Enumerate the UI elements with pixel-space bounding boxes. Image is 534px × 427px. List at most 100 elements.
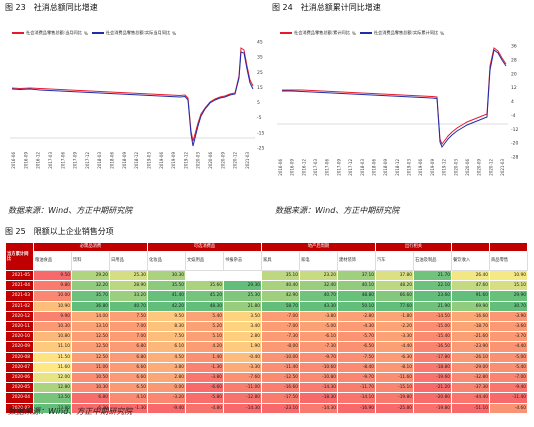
fig23-x-tick: 2021-03 — [245, 152, 250, 169]
table-cell: -9.70 — [299, 351, 338, 363]
fig24-x-tick: 2018-09 — [383, 159, 388, 176]
table-cell: 5.20 — [185, 321, 224, 333]
fig24-y-tick: -20 — [511, 141, 518, 147]
fig24-x-tick: 2020-06 — [465, 159, 470, 176]
row-date: 2020-09 — [5, 341, 34, 353]
table-cell: 45.20 — [185, 290, 224, 302]
table-cell: 6.80 — [109, 341, 148, 353]
fig23-x-tick: 2016-09 — [23, 152, 28, 169]
table-cell: -29.00 — [451, 361, 490, 374]
column-header: 文娱用品 — [185, 251, 224, 271]
table-cell: 48.80 — [337, 290, 376, 302]
table-cell: 35.70 — [71, 290, 110, 302]
table-cell: 22.10 — [413, 280, 452, 292]
fig23-y-tick: 15 — [257, 85, 263, 91]
fig24-x-tick: 2018-12 — [395, 159, 400, 176]
table-row: 2021-03 10.00 35.70 33.20 41.40 45.20 25.30 42.… — [5, 290, 528, 302]
table-cell: -14.30 — [299, 382, 338, 394]
table-cell: 11.00 — [71, 361, 110, 374]
table-cell: -6.60 — [185, 382, 224, 394]
fig25-title: 图 25 限额以上企业销售分项 — [5, 227, 114, 236]
row-date: 2020-06 — [5, 372, 34, 384]
table-cell: 15.10 — [489, 280, 528, 292]
table-cell: 8.30 — [147, 321, 186, 333]
table-cell: 21.80 — [223, 300, 262, 312]
fig23-x-tick: 2018-09 — [122, 152, 127, 169]
table-cell: 7.50 — [147, 331, 186, 343]
fig24-chart: 36 28 20 12 4 -4 -12 -20 -28 2016-06 2016-09 2016-… — [277, 44, 518, 176]
fig24-legend-item-1: 社会消费品零售总额:累计同比% — [280, 30, 356, 36]
table-cell: 5.10 — [185, 331, 224, 343]
table-row: 2020-09 11.10 12.50 6.80 6.10 4.20 1.90 -8.00 -7… — [5, 341, 528, 353]
column-header: 餐饮收入 — [451, 251, 490, 271]
table-cell: 25.30 — [223, 290, 262, 302]
column-header: 日用品 — [109, 251, 148, 271]
table-cell: -12.50 — [261, 372, 300, 384]
table-cell: -15.10 — [375, 382, 414, 394]
table-cell: -6.10 — [299, 331, 338, 343]
table-cell: -37.30 — [451, 382, 490, 394]
table-cell: -19.80 — [375, 392, 414, 404]
table-cell: -5.80 — [185, 392, 224, 404]
fig24-x-tick: 2020-03 — [453, 159, 458, 176]
table-cell — [223, 269, 262, 282]
group-header: 可选消费品 — [147, 242, 262, 252]
fig23-y-tick: -15 — [257, 130, 264, 136]
fig24-y-tick: 20 — [511, 71, 517, 77]
table-cell: -3.70 — [489, 331, 528, 343]
fig24-legend: 社会消费品零售总额:累计同比% 社会消费品零售总额:实际累计同比% — [280, 30, 448, 36]
table-cell: -3.30 — [375, 331, 414, 343]
fig24-y-tick: 12 — [511, 85, 517, 91]
table-cell: 9.90 — [33, 310, 72, 323]
table-cell: 21.90 — [413, 300, 452, 312]
table-cell: -7.50 — [337, 351, 376, 363]
table-cell: 36.80 — [71, 300, 110, 312]
table-cell: 6.80 — [71, 392, 110, 404]
table-cell: 77.60 — [375, 300, 414, 312]
table-cell: 37.80 — [375, 269, 414, 282]
table-cell: 13.10 — [71, 321, 110, 333]
table-cell: -3.20 — [147, 392, 186, 404]
group-header — [489, 242, 528, 252]
table-cell: -8.00 — [261, 341, 300, 353]
table-cell: 9.80 — [33, 280, 72, 292]
row-date: 2021-03 — [5, 290, 34, 302]
table-cell: -14.50 — [413, 310, 452, 323]
table-cell: 21.70 — [413, 269, 452, 282]
fig23-x-tick: 2020-03 — [196, 152, 201, 169]
row-date: 2021-02 — [5, 300, 34, 312]
table-cell: -1.80 — [375, 310, 414, 323]
table-cell: -2.80 — [337, 310, 376, 323]
row-date: 2021-05 — [5, 269, 34, 282]
table-cell: -6.30 — [375, 351, 414, 363]
row-date: 2020-07 — [5, 361, 34, 374]
table-row: 2020-05 12.80 10.30 6.50 0.00 -6.60 -11.00 -16.… — [5, 382, 528, 394]
table-cell: -19.80 — [413, 402, 452, 414]
fig23-y-tick: 25 — [257, 70, 263, 76]
fig24-x-tick: 2020-12 — [488, 159, 493, 176]
table-cell: -9.70 — [337, 372, 376, 384]
table-cell: -3.30 — [223, 361, 262, 374]
fig24-y-tick: -4 — [511, 113, 516, 119]
table-cell: 7.00 — [109, 331, 148, 343]
table-cell: -2.20 — [375, 321, 414, 333]
table-cell: 23.60 — [413, 290, 452, 302]
table-cell: 32.40 — [299, 280, 338, 292]
table-cell: 25.30 — [109, 269, 148, 282]
column-header: 家具 — [261, 251, 300, 271]
table-cell: 6.10 — [147, 341, 186, 353]
fig24-y-tick: -12 — [511, 127, 518, 133]
table-cell: 0.00 — [147, 382, 186, 394]
table-cell: -0.40 — [223, 351, 262, 363]
table-cell: 1.90 — [223, 341, 262, 353]
fig23-x-tick: 2018-06 — [110, 152, 115, 169]
table-cell: -7.30 — [299, 341, 338, 353]
table-cell: -26.10 — [451, 351, 490, 363]
table-cell: -12.80 — [223, 392, 262, 404]
group-header — [451, 242, 490, 252]
fig24-x-tick: 2018-03 — [360, 159, 365, 176]
table-cell: -4.40 — [489, 341, 528, 353]
table-cell: 40.70 — [299, 290, 338, 302]
fig24-x-tick: 2017-03 — [313, 159, 318, 176]
table-cell: -8.10 — [375, 361, 414, 374]
